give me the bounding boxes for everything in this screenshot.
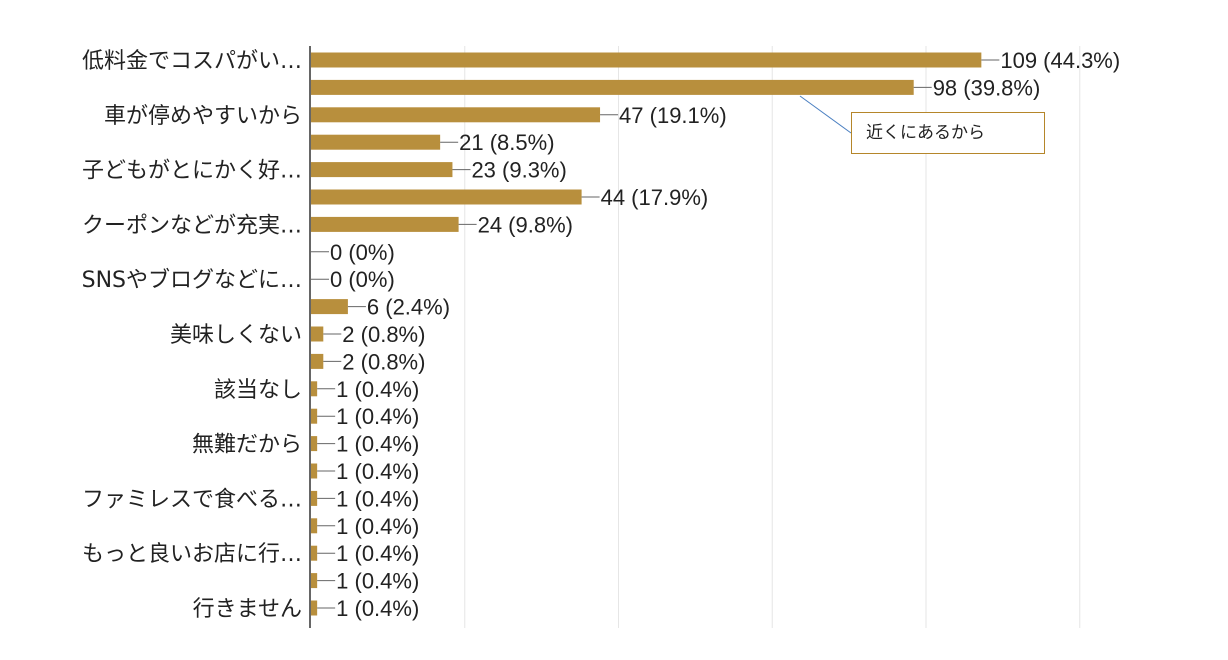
value-label: 6 (2.4%)	[367, 295, 450, 320]
value-label: 24 (9.8%)	[478, 212, 573, 237]
category-label: 低料金でコスパがい…	[82, 49, 302, 74]
value-label: 47 (19.1%)	[619, 103, 727, 128]
bar	[311, 52, 982, 68]
bar	[311, 600, 318, 616]
bar	[311, 107, 601, 123]
value-label: 2 (0.8%)	[342, 322, 425, 347]
value-label: 1 (0.4%)	[336, 514, 419, 539]
labels: 109 (44.3%) 低料金でコスパがい… 98 (39.8%) 47 (19.1%…	[82, 48, 1121, 622]
value-label: 1 (0.4%)	[336, 541, 419, 566]
value-label: 1 (0.4%)	[336, 596, 419, 621]
bar	[311, 381, 318, 397]
category-label: 車が停めやすいから	[104, 104, 302, 129]
annotation-leader-line	[799, 95, 852, 134]
bar	[311, 216, 459, 232]
category-label: 無難だから	[192, 433, 302, 458]
bar	[311, 162, 453, 178]
category-label: 該当なし	[214, 378, 302, 403]
value-label: 1 (0.4%)	[336, 404, 419, 429]
bars	[311, 52, 982, 616]
bar	[311, 545, 318, 561]
value-label: 44 (17.9%)	[601, 185, 709, 210]
value-label: 0 (0%)	[330, 267, 395, 292]
value-label: 0 (0%)	[330, 240, 395, 265]
bar	[311, 189, 582, 205]
bar	[311, 573, 318, 589]
value-label: 1 (0.4%)	[336, 377, 419, 402]
bar	[311, 134, 441, 150]
bar	[311, 326, 324, 342]
value-label: 109 (44.3%)	[1000, 48, 1120, 73]
value-label: 23 (9.3%)	[471, 158, 566, 183]
bar	[311, 463, 318, 479]
bar	[311, 79, 914, 95]
category-label: 行きません	[193, 597, 302, 622]
bar	[311, 490, 318, 506]
bar	[311, 353, 324, 369]
bar	[311, 408, 318, 424]
category-label: 子どもがとにかく好…	[82, 159, 302, 184]
bar	[311, 518, 318, 534]
category-label: SNSやブログなどに…	[82, 268, 302, 293]
category-label: 美味しくない	[170, 323, 302, 348]
category-label: クーポンなどが充実…	[82, 213, 302, 238]
value-label: 1 (0.4%)	[336, 459, 419, 484]
value-label: 1 (0.4%)	[336, 569, 419, 594]
bar	[311, 299, 348, 315]
category-label: もっと良いお店に行…	[82, 542, 302, 567]
value-label: 21 (8.5%)	[459, 130, 554, 155]
value-label: 1 (0.4%)	[336, 486, 419, 511]
annotation-callout: 近くにあるから	[851, 112, 1045, 154]
value-label: 98 (39.8%)	[933, 75, 1041, 100]
category-label: ファミレスで食べる…	[82, 487, 302, 512]
value-label: 1 (0.4%)	[336, 432, 419, 457]
value-label: 2 (0.8%)	[342, 349, 425, 374]
bar	[311, 436, 318, 452]
